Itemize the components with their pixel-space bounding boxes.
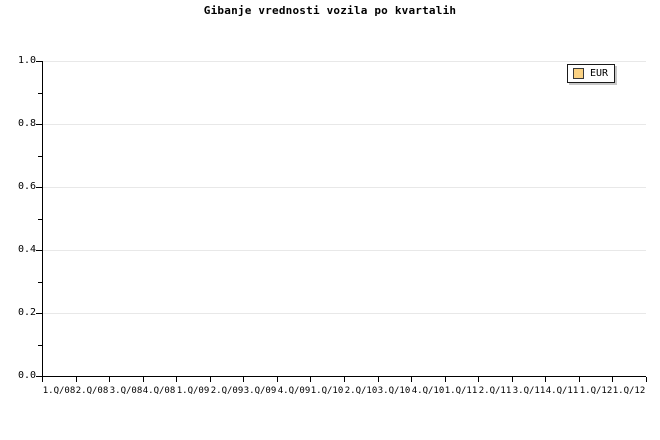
x-axis-tick [277,377,278,382]
x-axis-tick-label: 3.Q/10 [377,386,411,396]
y-axis-tick-major [36,187,42,188]
x-axis-tick-label: 4.Q/09 [277,386,311,396]
y-axis-tick-label: 0.0 [17,370,36,381]
x-axis-tick-label: 2.Q/09 [210,386,244,396]
gridline-horizontal [42,313,646,314]
y-axis-tick-minor [38,218,42,220]
x-axis-tick-label: 4.Q/11 [545,386,579,396]
x-axis-tick-label: 4.Q/10 [411,386,445,396]
x-axis-tick-label: 1.Q/09 [176,386,210,396]
x-axis-tick [512,377,513,382]
chart-title: Gibanje vrednosti vozila po kvartalih [203,4,457,17]
y-axis-labels: 0.0 0.2 0.4 0.6 0.8 1.0 [0,0,36,440]
y-axis-tick-label: 0.6 [17,181,36,192]
x-axis-tick [243,377,244,382]
x-axis-tick-label: 3.Q/08 [109,386,143,396]
y-axis-tick-major [36,250,42,251]
y-axis-tick-label: 0.2 [17,307,36,318]
y-axis-tick-major [36,376,42,377]
x-axis-tick [310,377,311,382]
x-axis-tick [109,377,110,382]
x-axis-tick-label: 1.Q/10 [310,386,344,396]
y-axis-tick-minor [38,281,42,283]
y-axis-line [42,61,43,377]
y-axis-tick-major [36,61,42,62]
x-axis-tick [42,377,43,382]
gridline-horizontal [42,250,646,251]
x-axis-tick-label: 1.Q/12 [579,386,613,396]
x-axis-tick [143,377,144,382]
y-axis-tick-minor [38,344,42,346]
x-axis-tick [378,377,379,382]
y-axis-tick-label: 1.0 [17,55,36,66]
legend-swatch-eur [573,68,584,79]
y-axis-tick-label: 0.4 [17,244,36,255]
x-axis-tick [579,377,580,382]
gridline-horizontal [42,187,646,188]
x-axis-tick-label: 4.Q/08 [142,386,176,396]
x-axis-tick [612,377,613,382]
x-axis-tick-label: 2.Q/08 [75,386,109,396]
x-axis-line [42,376,646,377]
x-axis-tick [210,377,211,382]
y-axis-tick-minor [38,92,42,94]
chart-legend[interactable]: EUR [567,64,616,83]
x-axis-tick-label: 3.Q/09 [243,386,277,396]
x-axis-tick [176,377,177,382]
y-axis-tick-major [36,313,42,314]
y-axis-tick-major [36,124,42,125]
x-axis-tick [646,377,647,382]
plot-area [42,61,646,376]
x-axis-tick-label: 2.Q/11 [478,386,512,396]
gridline-horizontal [42,124,646,125]
x-axis-tick [445,377,446,382]
x-axis-tick-label: 1.Q/11 [444,386,478,396]
y-axis-tick-label: 0.8 [17,118,36,129]
x-axis-tick [478,377,479,382]
x-axis-tick [76,377,77,382]
x-axis-tick [411,377,412,382]
x-axis-tick-label: 2.Q/10 [344,386,378,396]
x-axis-tick [545,377,546,382]
x-axis-tick-label: 1.Q/08 [42,386,76,396]
legend-label-eur: EUR [590,68,609,79]
x-axis-tick-label: 1.Q/12 [612,386,646,396]
y-axis-tick-minor [38,155,42,157]
x-axis-tick [344,377,345,382]
gridline-horizontal [42,61,646,62]
x-axis-tick-label: 3.Q/11 [512,386,546,396]
